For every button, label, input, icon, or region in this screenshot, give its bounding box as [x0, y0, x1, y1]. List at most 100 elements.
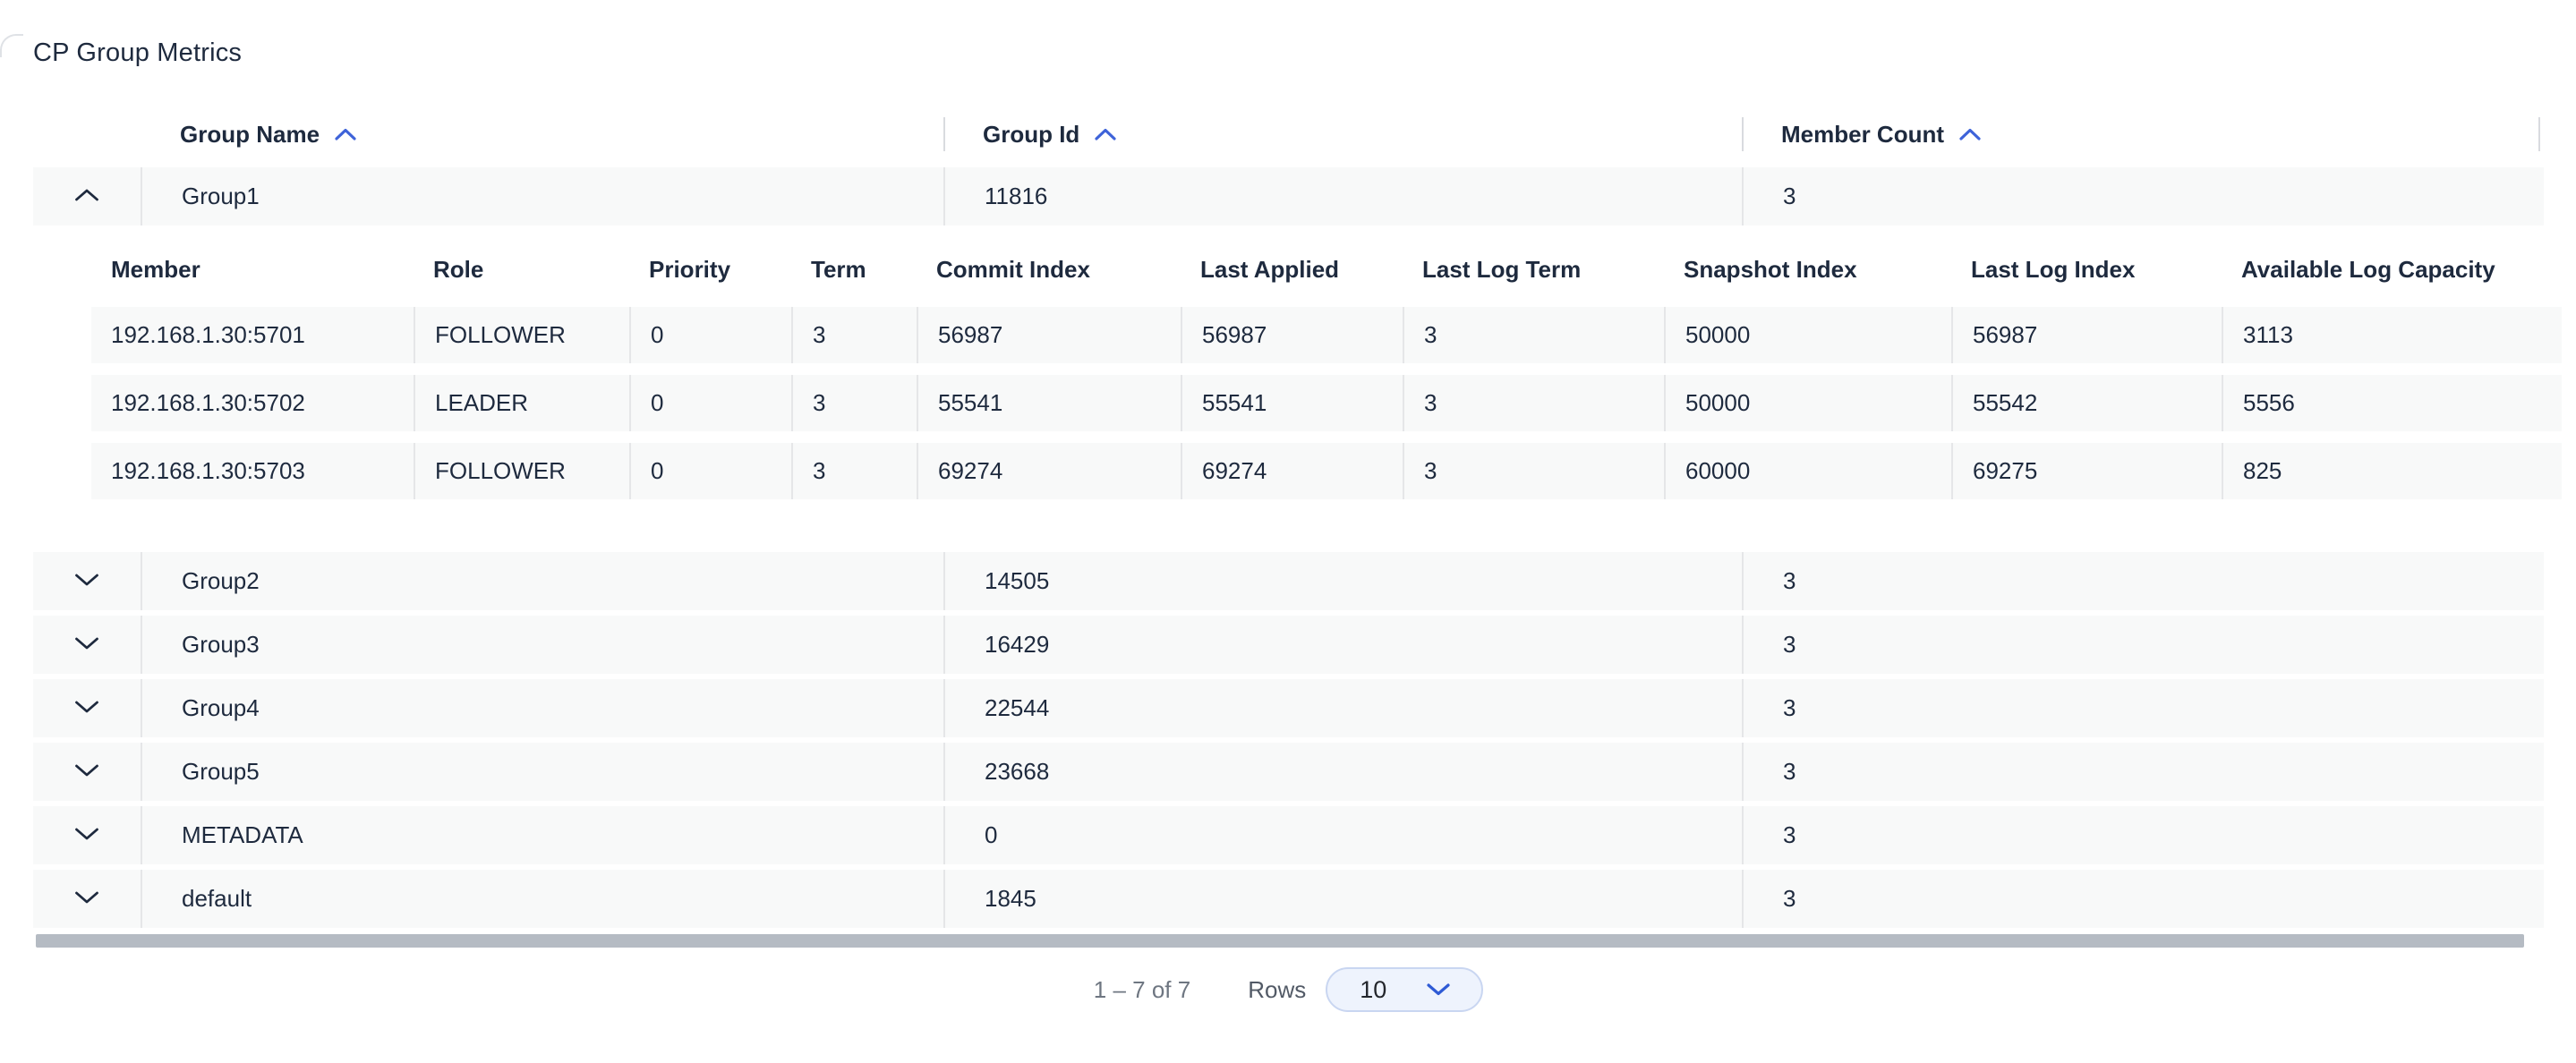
groups-table-header-row: Group Name Group Id Member Count	[33, 106, 2544, 163]
group-members-table: Member Role Priority Term Commit Index L…	[91, 243, 2562, 499]
chevron-down-icon	[73, 889, 100, 908]
commit-index-cell: 69274	[917, 443, 1181, 499]
row-expand-toggle[interactable]	[62, 811, 112, 861]
card-corner-border	[0, 34, 23, 57]
last-log-index-cell: 56987	[1951, 307, 2222, 363]
column-header-member: Member	[111, 255, 200, 283]
column-header-label: Member Count	[1781, 120, 1944, 148]
group-row-group5[interactable]: Group5 23668 3	[33, 743, 2544, 801]
column-header-last-log-index: Last Log Index	[1971, 255, 2136, 283]
row-expand-toggle[interactable]	[62, 684, 112, 734]
member-count-cell: 3	[1742, 167, 2544, 225]
chevron-down-icon	[73, 762, 100, 781]
member-row: 192.168.1.30:5703 FOLLOWER 0 3 69274 692…	[91, 443, 2562, 499]
chevron-up-icon	[73, 187, 100, 206]
expand-cell	[33, 743, 141, 801]
group-id-cell: 0	[943, 806, 1742, 864]
row-expand-toggle[interactable]	[62, 620, 112, 670]
column-header-priority: Priority	[649, 255, 731, 283]
last-log-term-cell: 3	[1403, 375, 1664, 431]
commit-index-cell: 55541	[917, 375, 1181, 431]
member-row: 192.168.1.30:5702 LEADER 0 3 55541 55541…	[91, 375, 2562, 431]
column-header-commit-index: Commit Index	[936, 255, 1090, 283]
rows-per-page-label: Rows	[1248, 975, 1307, 1003]
group-row-group1[interactable]: Group1 11816 3	[33, 167, 2544, 225]
cp-group-metrics-panel: CP Group Metrics Group Name Group Id Mem…	[33, 34, 2562, 1012]
role-cell: FOLLOWER	[414, 307, 629, 363]
pagination-bar: 1 – 7 of 7 Rows 10	[33, 967, 2544, 1012]
priority-cell: 0	[629, 307, 791, 363]
column-header-term: Term	[811, 255, 866, 283]
column-header-last-applied: Last Applied	[1200, 255, 1340, 283]
column-header-label: Group Name	[180, 120, 320, 148]
chevron-down-icon	[73, 826, 100, 845]
chevron-down-icon	[73, 635, 100, 654]
page-title: CP Group Metrics	[33, 38, 243, 67]
group-id-cell: 23668	[943, 743, 1742, 801]
snapshot-index-cell: 60000	[1664, 443, 1951, 499]
horizontal-scrollbar[interactable]	[36, 934, 2524, 948]
chevron-down-icon	[73, 699, 100, 718]
group-row-group3[interactable]: Group3 16429 3	[33, 616, 2544, 674]
group-id-cell: 11816	[943, 167, 1742, 225]
row-collapse-toggle[interactable]	[62, 172, 112, 222]
column-header-member-count[interactable]: Member Count	[1742, 106, 2544, 163]
last-applied-cell: 69274	[1181, 443, 1403, 499]
sort-ascending-icon[interactable]	[1958, 127, 1982, 141]
members-header-row: Member Role Priority Term Commit Index L…	[91, 243, 2562, 295]
row-expand-toggle[interactable]	[62, 874, 112, 924]
member-count-cell: 3	[1742, 806, 2544, 864]
group-id-cell: 1845	[943, 870, 1742, 928]
expand-cell	[33, 679, 141, 737]
member-count-cell: 3	[1742, 552, 2544, 610]
last-log-index-cell: 69275	[1951, 443, 2222, 499]
chevron-down-icon	[1426, 982, 1451, 997]
member-count-cell: 3	[1742, 616, 2544, 674]
expand-cell	[33, 806, 141, 864]
last-log-term-cell: 3	[1403, 307, 1664, 363]
last-applied-cell: 56987	[1181, 307, 1403, 363]
group-row-group2[interactable]: Group2 14505 3	[33, 552, 2544, 610]
column-header-group-id[interactable]: Group Id	[943, 106, 1742, 163]
available-log-capacity-cell: 825	[2222, 443, 2562, 499]
member-row: 192.168.1.30:5701 FOLLOWER 0 3 56987 569…	[91, 307, 2562, 363]
last-log-index-cell: 55542	[1951, 375, 2222, 431]
pagination-range: 1 – 7 of 7	[1093, 975, 1191, 1003]
column-header-last-log-term: Last Log Term	[1422, 255, 1582, 283]
row-expand-toggle[interactable]	[62, 747, 112, 797]
group-name-cell: default	[141, 870, 943, 928]
group-id-cell: 22544	[943, 679, 1742, 737]
column-header-snapshot-index: Snapshot Index	[1684, 255, 1857, 283]
sort-ascending-icon[interactable]	[1094, 127, 1117, 141]
last-log-term-cell: 3	[1403, 443, 1664, 499]
member-address-cell: 192.168.1.30:5703	[111, 457, 305, 484]
role-cell: LEADER	[414, 375, 629, 431]
group-row-metadata[interactable]: METADATA 0 3	[33, 806, 2544, 864]
column-header-role: Role	[433, 255, 484, 283]
member-count-cell: 3	[1742, 743, 2544, 801]
expand-cell	[33, 870, 141, 928]
group-name-cell: Group2	[141, 552, 943, 610]
group-name-cell: Group4	[141, 679, 943, 737]
group-row-group4[interactable]: Group4 22544 3	[33, 679, 2544, 737]
snapshot-index-cell: 50000	[1664, 375, 1951, 431]
priority-cell: 0	[629, 443, 791, 499]
column-header-group-name[interactable]: Group Name	[141, 106, 943, 163]
sort-ascending-icon[interactable]	[334, 127, 357, 141]
expand-cell	[33, 552, 141, 610]
group-id-cell: 16429	[943, 616, 1742, 674]
column-header-available-log-capacity: Available Log Capacity	[2241, 255, 2495, 283]
group-row-default[interactable]: default 1845 3	[33, 870, 2544, 928]
member-address-cell: 192.168.1.30:5702	[111, 389, 305, 416]
term-cell: 3	[791, 307, 917, 363]
chevron-down-icon	[73, 572, 100, 591]
available-log-capacity-cell: 5556	[2222, 375, 2562, 431]
page-size-select[interactable]: 10	[1326, 967, 1484, 1012]
expand-cell	[33, 167, 141, 225]
scrollbar-thumb[interactable]	[36, 934, 2524, 948]
row-expand-toggle[interactable]	[62, 557, 112, 607]
group-name-cell: Group1	[141, 167, 943, 225]
member-count-cell: 3	[1742, 679, 2544, 737]
group-id-cell: 14505	[943, 552, 1742, 610]
member-address-cell: 192.168.1.30:5701	[111, 321, 305, 348]
